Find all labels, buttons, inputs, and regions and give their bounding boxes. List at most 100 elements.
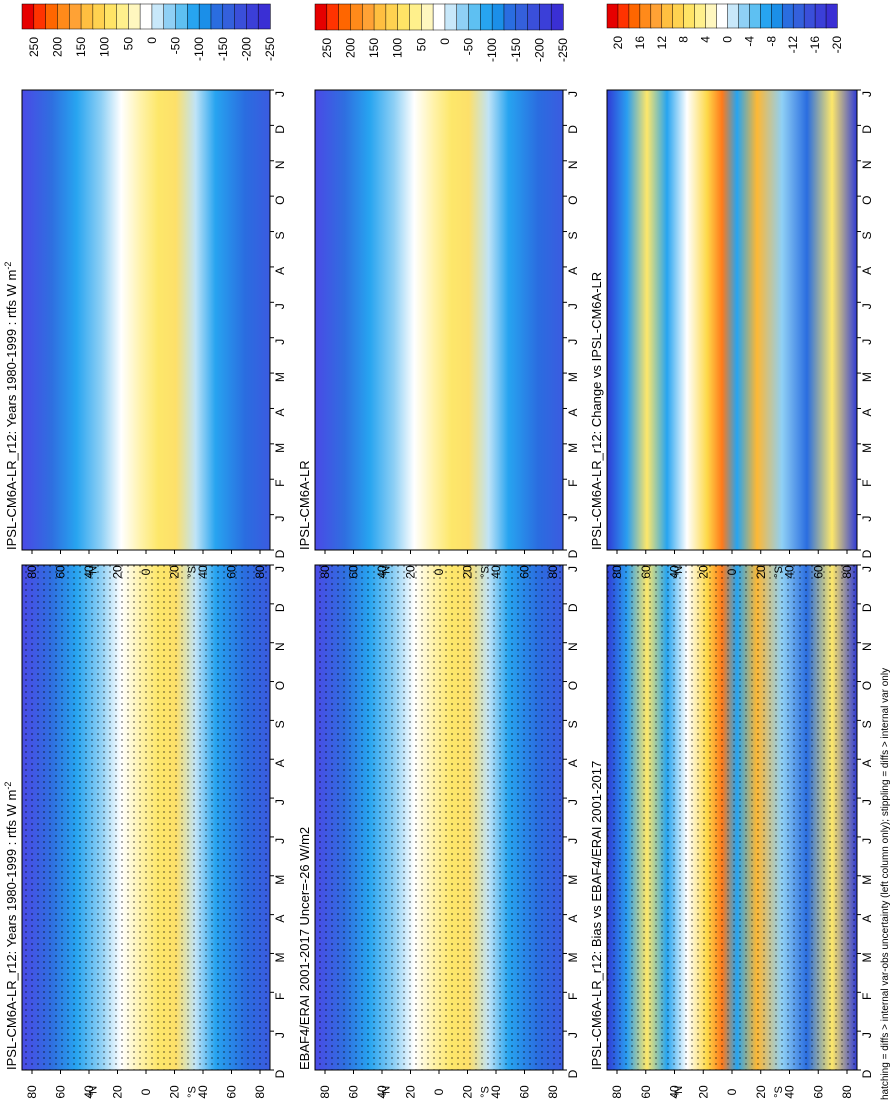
chart-panel-1: IPSL-CM6A-LR_r12: Years 1980-1999 : rtfs… [3, 89, 287, 579]
lat-label: 40 [783, 565, 797, 579]
hemisphere-south-label: °S [773, 1086, 785, 1098]
month-label: J [860, 1032, 874, 1038]
colorbar-tick-label: 0 [145, 37, 159, 44]
colorbar-swatch [187, 3, 200, 30]
month-label: A [273, 915, 287, 923]
month-label: D [273, 603, 287, 612]
month-label: N [566, 160, 580, 169]
month-label: A [273, 267, 287, 275]
colorbar-swatch [246, 3, 259, 30]
month-label: A [860, 267, 874, 275]
lat-label: 40 [82, 565, 96, 579]
colorbar-swatch [397, 3, 411, 31]
chart-title: EBAF4/ERAI 2001-2017 Uncer=-26 W/m2 [297, 827, 312, 1070]
month-label: J [273, 91, 287, 97]
lat-label: 0 [139, 568, 153, 575]
chart-title: IPSL-CM6A-LR_r12: Change vs IPSL-CM6A-LR [589, 272, 604, 550]
month-label: J [273, 566, 287, 572]
colorbar-tick-label: -150 [509, 38, 523, 62]
month-label: J [860, 838, 874, 844]
lat-label: 0 [432, 1088, 446, 1095]
colorbar-swatch [694, 3, 707, 29]
month-label: N [273, 642, 287, 651]
month-label: N [566, 642, 580, 651]
colorbar-tick-label: -200 [532, 38, 546, 62]
hemisphere-south-label: °S [187, 566, 199, 578]
month-label: S [860, 232, 874, 240]
colorbar-swatch [760, 3, 772, 29]
month-label: J [860, 91, 874, 97]
colorbar-swatch [92, 3, 106, 30]
colorbar-tick-label: 4 [699, 36, 713, 43]
lat-label: 0 [432, 568, 446, 575]
colorbar-swatch [792, 3, 805, 29]
colorbar-4: 20 16 12 8 4 0 -4 -8 -12 -16 -20 [606, 3, 844, 54]
lat-label: 80 [610, 565, 624, 579]
month-label: F [860, 993, 874, 1000]
colorbar-swatch [503, 3, 517, 31]
colorbar-tick-label: 16 [633, 36, 647, 50]
lat-label: 60 [225, 565, 239, 579]
colorbar-tick-label: -16 [808, 36, 822, 54]
colorbar-swatch [639, 3, 652, 29]
colorbar-swatch [33, 3, 47, 30]
colorbar-tick-label: -100 [192, 37, 206, 61]
colorbar-swatch [234, 3, 248, 30]
colorbar-swatch [104, 3, 118, 30]
colorbar-swatch [672, 3, 685, 29]
colorbar-swatch [175, 3, 188, 30]
month-label: S [566, 232, 580, 240]
stipple-overlay [607, 565, 857, 1070]
colorbar-swatch [57, 3, 70, 30]
month-label: D [566, 549, 580, 558]
lat-label: 80 [546, 565, 560, 579]
month-label: D [860, 549, 874, 558]
colorbar-swatch [803, 3, 816, 29]
chart-panel-5: IPSL-CM6A-LR_r12: Change vs IPSL-CM6A-LR… [589, 89, 874, 579]
month-label: J [566, 339, 580, 345]
month-label: F [273, 480, 287, 487]
colorbar-swatch [539, 3, 552, 31]
hemisphere-north-label: °N [87, 1086, 99, 1098]
hemisphere-north-label: °N [380, 566, 392, 578]
colorbar-tick-label: -250 [556, 38, 570, 62]
month-label: D [566, 1069, 580, 1078]
colorbar-2: 250 200 150 100 50 0 -50 -100 -150 -200 -250 [314, 3, 570, 62]
heatmap-field [21, 89, 271, 551]
lat-label: 80 [253, 1085, 267, 1099]
month-label: F [566, 993, 580, 1000]
colorbar-swatch [550, 3, 564, 31]
month-label: M [860, 875, 874, 885]
chart-panel-0: IPSL-CM6A-LR_r12: Years 1980-1999 : rtfs… [3, 564, 287, 1099]
hemisphere-north-label: °N [380, 1086, 392, 1098]
month-label: M [860, 952, 874, 962]
colorbar-tick-label: 100 [98, 37, 112, 57]
month-label: D [566, 603, 580, 612]
colorbar-tick-label: -20 [830, 36, 844, 54]
lat-label: 20 [404, 1085, 418, 1099]
lat-label: 80 [610, 1085, 624, 1099]
month-label: J [860, 566, 874, 572]
colorbar-swatch [661, 3, 674, 29]
colorbar-swatch [781, 3, 794, 29]
lat-label: 20 [168, 1085, 182, 1099]
colorbar-swatch [628, 3, 641, 29]
lat-label: 80 [318, 565, 332, 579]
month-label: M [273, 372, 287, 382]
lat-label: 60 [518, 1085, 532, 1099]
lat-label: 80 [25, 1085, 39, 1099]
colorbar-tick-label: -12 [786, 36, 800, 54]
colorbar-tick-label: -200 [239, 37, 253, 61]
colorbar-swatch [80, 3, 94, 30]
month-label: S [860, 720, 874, 728]
chart-title: IPSL-CM6A-LR_r12: Years 1980-1999 : rtfs… [3, 782, 19, 1070]
colorbar-swatch [139, 3, 153, 30]
colorbar-swatch [361, 3, 375, 31]
month-label: D [860, 125, 874, 134]
lat-label: 20 [754, 565, 768, 579]
month-label: A [860, 408, 874, 416]
colorbar-swatch [68, 3, 82, 30]
month-label: J [566, 91, 580, 97]
month-label: J [860, 799, 874, 805]
colorbar-tick-label: 150 [74, 37, 88, 57]
